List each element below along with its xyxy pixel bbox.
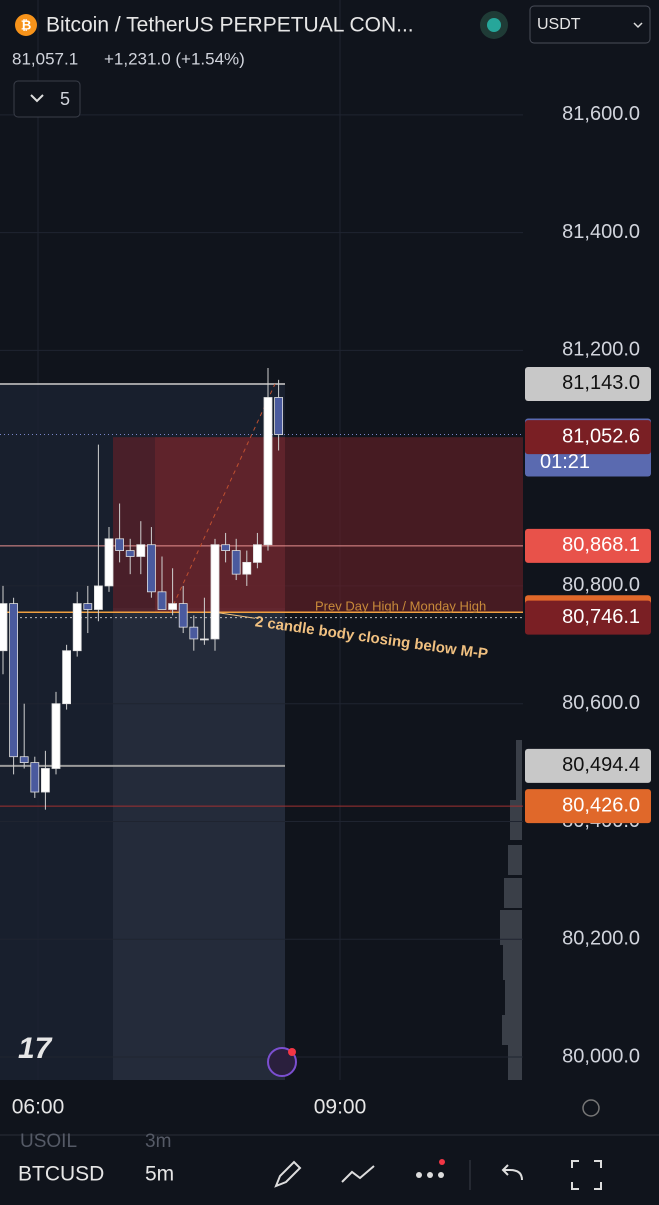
y-tick-label: 81,600.0 — [562, 103, 640, 125]
fullscreen-button[interactable] — [571, 1160, 602, 1190]
symbol-title: Bitcoin / TetherUS PERPETUAL CON... — [46, 14, 414, 37]
candle-body — [41, 768, 50, 793]
x-tick-label: 06:00 — [12, 1096, 65, 1119]
price-tag-label: 80,494.4 — [562, 754, 640, 776]
countdown: 01:21 — [540, 451, 590, 473]
candle-body — [136, 544, 146, 557]
last-price: 81,057.1 — [12, 49, 78, 68]
logo: 17 — [18, 1032, 53, 1065]
indicator-count: 5 — [60, 89, 70, 109]
candle-body — [146, 544, 156, 593]
order-block — [113, 437, 523, 613]
candle-body — [0, 603, 8, 652]
price-change: +1,231.0 (+1.54%) — [104, 49, 245, 68]
candle-body — [189, 626, 199, 640]
y-tick-label: 80,200.0 — [562, 928, 640, 950]
y-tick-label: 81,200.0 — [562, 339, 640, 361]
price-tag — [525, 600, 651, 635]
candle-body — [252, 544, 262, 563]
zone — [113, 608, 285, 1080]
trend-line — [169, 383, 276, 613]
candle-body — [242, 561, 252, 575]
compare-tool[interactable] — [341, 1165, 375, 1183]
candle-body — [9, 603, 19, 758]
candle-body — [30, 762, 40, 793]
candle-body — [125, 550, 135, 557]
badge — [439, 1159, 445, 1165]
candle-body — [72, 603, 82, 652]
currency-select[interactable] — [529, 5, 651, 44]
y-tick-label: 80,000.0 — [562, 1045, 640, 1067]
order-block-core — [155, 437, 285, 613]
candle-body — [274, 397, 284, 435]
btc-glyph: ₿ — [21, 17, 32, 32]
price-tag-label: 81,052.6 — [562, 425, 640, 447]
undo-button[interactable] — [501, 1164, 523, 1181]
y-tick-label: 81,400.0 — [562, 221, 640, 243]
chevron — [633, 22, 643, 29]
indicator-toggle[interactable] — [13, 80, 81, 118]
price-tag-label: 80,426.0 — [562, 794, 640, 816]
annotation-pointer — [214, 611, 256, 619]
price-tag — [525, 420, 651, 455]
price-tag — [525, 528, 651, 563]
price-tag — [525, 366, 651, 401]
currency: USDT — [537, 16, 581, 33]
bottom-area — [0, 1080, 659, 1200]
candle-body — [168, 603, 178, 610]
candle-body — [178, 603, 188, 628]
price-tag-label: 81,143.0 — [562, 372, 640, 394]
footer-interval[interactable]: 5m — [145, 1163, 174, 1186]
x-tick-label: 09:00 — [314, 1096, 367, 1119]
candle-body — [62, 650, 71, 705]
badge — [288, 1048, 296, 1056]
watch-symbol: USOIL — [20, 1131, 77, 1152]
candle-body — [19, 756, 29, 763]
footer-symbol[interactable]: BTCUSD — [18, 1163, 104, 1186]
status-dot[interactable] — [487, 18, 501, 32]
draw-tool[interactable] — [274, 1160, 302, 1188]
candle-body — [104, 538, 114, 587]
candle-body — [51, 703, 61, 769]
price-tag — [525, 748, 651, 783]
candle-body — [263, 397, 273, 546]
chevron — [30, 94, 44, 103]
candle-body — [157, 591, 167, 610]
price-tag-label: 80,868.1 — [562, 534, 640, 556]
candle-body — [115, 538, 124, 551]
candle-body — [199, 638, 209, 641]
annotation: Prev Day High / Monday High — [315, 599, 486, 614]
candle-body — [210, 544, 220, 640]
btc-icon — [15, 14, 37, 36]
y-tick-label: 80,800.0 — [562, 574, 640, 596]
volume-profile — [500, 740, 522, 1080]
y-tick-label: 80,600.0 — [562, 692, 640, 714]
more-button[interactable] — [416, 1172, 444, 1178]
candle-body — [221, 544, 231, 551]
price-tag-label: 80,746.1 — [562, 606, 640, 628]
price-tag — [525, 789, 651, 824]
candle-body — [231, 550, 241, 575]
candle-body — [94, 585, 103, 610]
candle-body — [83, 603, 93, 610]
flash-button[interactable] — [267, 1047, 297, 1077]
settings-icon[interactable] — [582, 1099, 600, 1117]
watch-interval: 3m — [145, 1131, 171, 1152]
